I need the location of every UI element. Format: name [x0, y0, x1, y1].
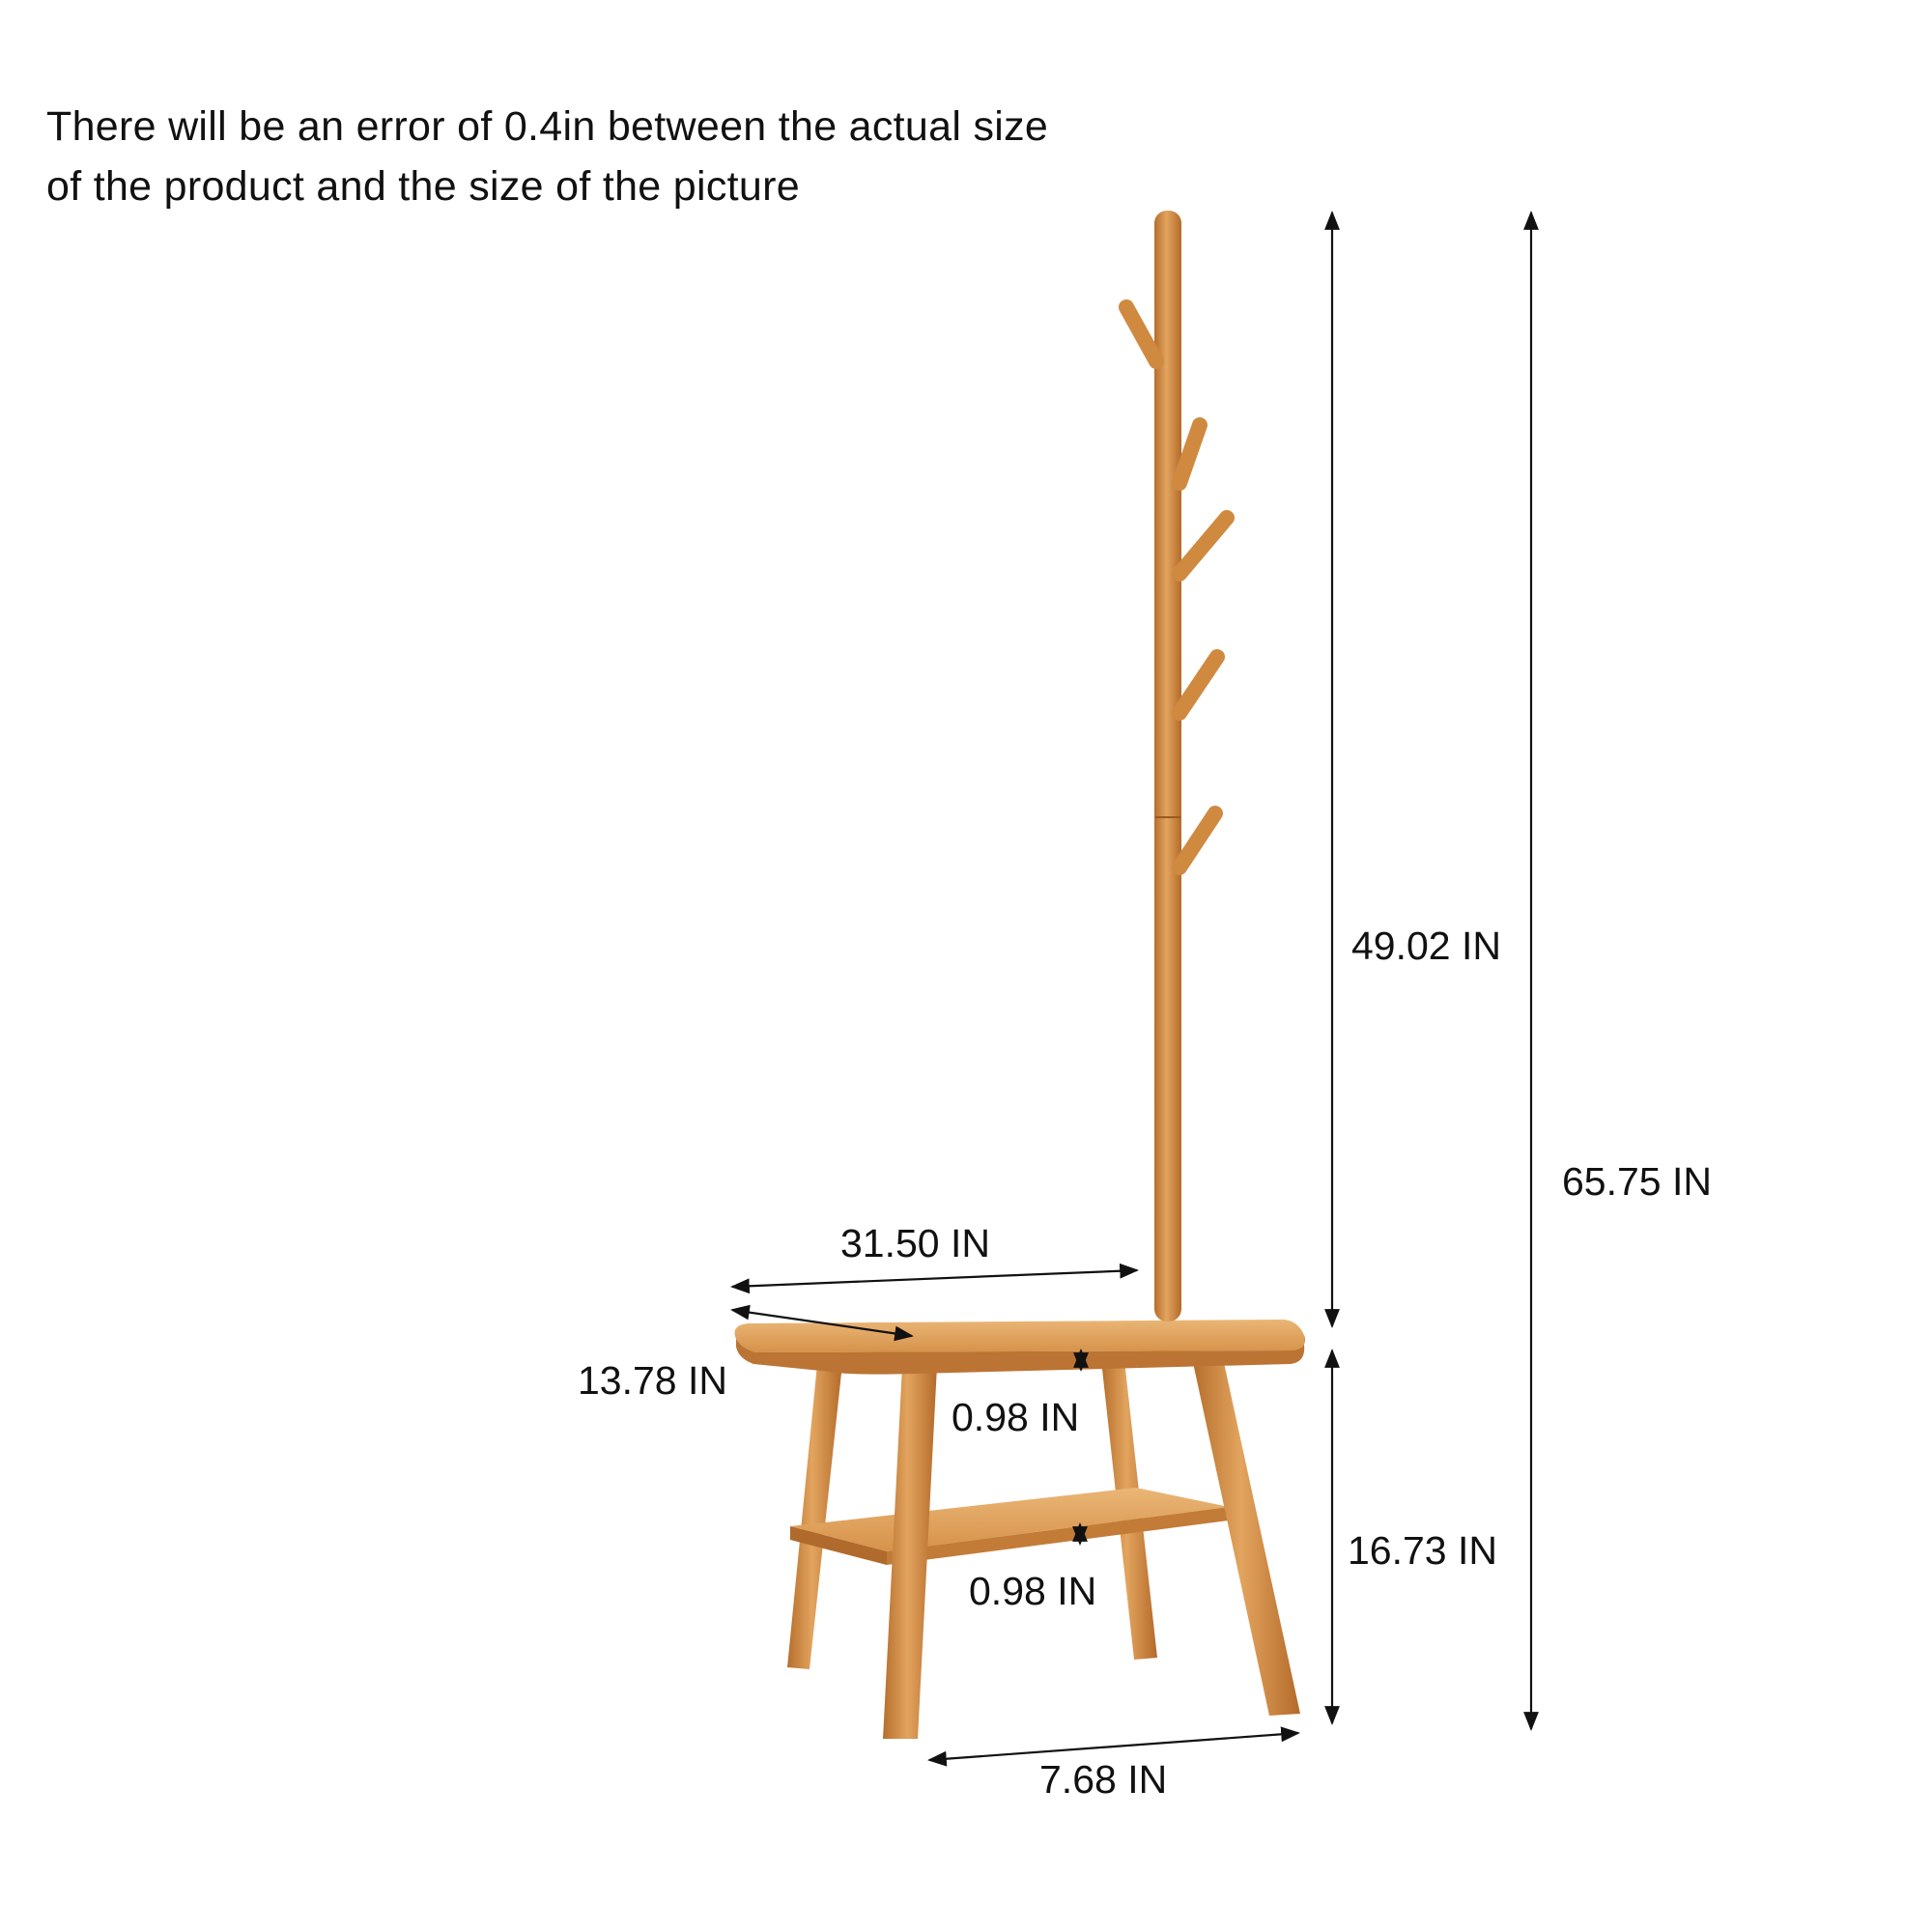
hooks [1119, 299, 1235, 875]
size-error-note: There will be an error of 0.4in between … [46, 97, 1206, 216]
dim-line-depth [730, 1304, 914, 1342]
label-bench-height: 16.73 IN [1348, 1528, 1497, 1573]
front-left-leg [883, 1366, 937, 1739]
hook-4 [1172, 649, 1225, 721]
label-top-thickness: 0.98 IN [952, 1395, 1080, 1439]
label-leg-span: 7.68 IN [1039, 1757, 1168, 1802]
dimension-lines [730, 211, 1539, 1767]
front-right-leg [1192, 1358, 1300, 1716]
dim-line-leg-span [927, 1726, 1300, 1767]
coat-post [1154, 211, 1181, 1321]
bench-seat-top [734, 1320, 1305, 1352]
hook-5 [1172, 806, 1223, 875]
hook-3 [1172, 510, 1235, 582]
bench-seat-edge [736, 1335, 1305, 1375]
label-post-height: 49.02 IN [1351, 923, 1501, 968]
note-line-2: of the product and the size of the pictu… [46, 163, 800, 210]
label-depth: 13.78 IN [578, 1358, 727, 1403]
label-shelf-thickness: 0.98 IN [969, 1569, 1097, 1613]
label-width: 31.50 IN [840, 1221, 990, 1265]
lower-shelf-front [887, 1507, 1229, 1565]
note-line-1: There will be an error of 0.4in between … [46, 103, 1049, 150]
label-total-height: 65.75 IN [1562, 1159, 1712, 1204]
dim-line-width [730, 1263, 1139, 1294]
hook-2 [1172, 417, 1208, 491]
lower-shelf-edge [790, 1526, 887, 1565]
hook-1 [1119, 299, 1164, 369]
coat-rack-bench-illustration [734, 211, 1305, 1739]
back-left-leg [787, 1364, 842, 1669]
